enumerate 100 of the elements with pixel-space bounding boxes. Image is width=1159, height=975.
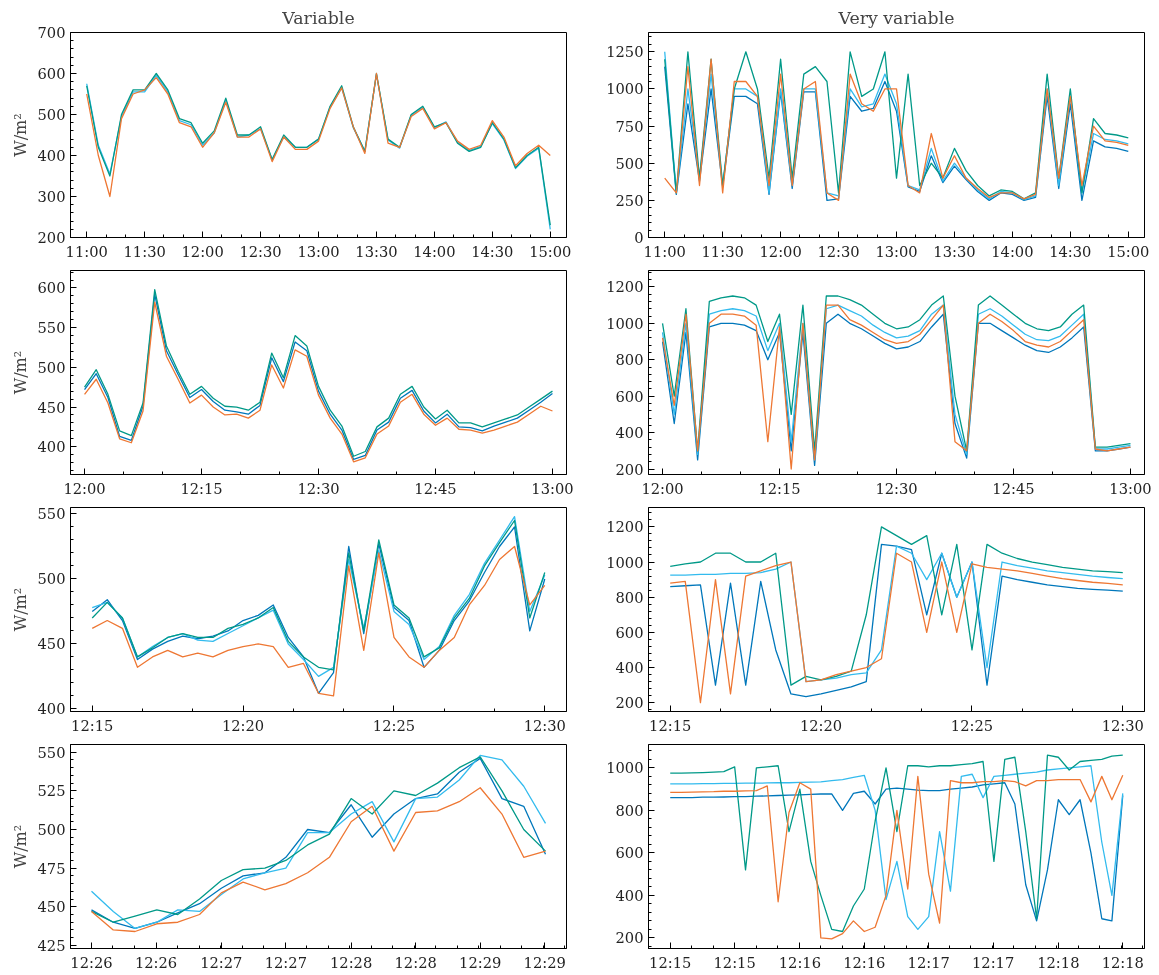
y-tick-label: 400 — [37, 438, 66, 456]
y-tick-label: 750 — [615, 117, 644, 135]
y-tick-label: 500 — [37, 570, 66, 588]
x-tick-label: 12:29 — [459, 953, 502, 971]
x-tick-label: 12:30 — [239, 242, 282, 260]
x-tick-label: 11:30 — [123, 242, 166, 260]
x-tick-label: 13:00 — [531, 479, 574, 497]
x-tick-label: 12:30 — [523, 716, 566, 734]
y-tick-label: 600 — [615, 844, 644, 862]
x-tick-label: 12:25 — [950, 716, 994, 734]
y-tick-label: 800 — [615, 801, 644, 819]
y-tick-label: 400 — [37, 700, 66, 718]
x-tick-label: 13:30 — [933, 242, 976, 260]
x-tick-label: 12:20 — [799, 716, 843, 734]
y-tick-label: 200 — [37, 229, 66, 246]
x-tick-label: 12:27 — [200, 953, 243, 971]
y-tick-label: 700 — [37, 24, 66, 41]
x-tick-label: 12:00 — [641, 479, 684, 497]
y-axis-title: W/m² — [10, 824, 30, 869]
y-tick-label: 600 — [615, 387, 644, 405]
y-tick-label: 550 — [37, 743, 66, 761]
x-tick-label: 12:18 — [1037, 953, 1080, 971]
chart-title: Variable — [281, 7, 355, 28]
y-tick-label: 550 — [37, 319, 66, 337]
y-tick-label: 400 — [615, 659, 644, 677]
y-tick-label: 1000 — [606, 553, 644, 571]
y-tick-label: 250 — [615, 191, 644, 209]
y-tick-label: 300 — [37, 188, 66, 205]
y-tick-label: 450 — [37, 635, 66, 653]
y-tick-label: 550 — [37, 505, 66, 523]
x-tick-label: 12:00 — [181, 242, 224, 260]
y-tick-label: 525 — [37, 782, 66, 800]
y-tick-label: 0 — [634, 229, 644, 246]
y-tick-label: 800 — [615, 351, 644, 369]
y-tick-label: 450 — [37, 898, 66, 916]
x-tick-label: 12:28 — [394, 953, 437, 971]
x-tick-label: 12:30 — [297, 479, 340, 497]
y-tick-label: 600 — [37, 279, 66, 297]
y-tick-label: 600 — [615, 623, 644, 641]
x-tick-label: 11:00 — [643, 242, 686, 260]
x-tick-label: 12:16 — [778, 953, 821, 971]
y-tick-label: 400 — [615, 424, 644, 442]
x-tick-label: 12:15 — [713, 953, 756, 971]
x-tick-label: 12:15 — [71, 716, 114, 734]
y-tick-label: 200 — [615, 694, 644, 712]
x-tick-label: 12:00 — [63, 479, 106, 497]
x-tick-label: 12:17 — [907, 953, 950, 971]
y-tick-label: 1200 — [606, 518, 644, 536]
y-tick-label: 475 — [37, 859, 66, 877]
x-tick-label: 12:30 — [1101, 716, 1144, 734]
x-tick-label: 14:30 — [471, 242, 514, 260]
x-tick-label: 12:20 — [221, 716, 265, 734]
y-tick-label: 400 — [37, 147, 66, 164]
y-tick-label: 1000 — [606, 80, 644, 98]
x-tick-label: 12:18 — [1101, 953, 1144, 971]
x-tick-label: 12:45 — [414, 479, 457, 497]
y-tick-label: 500 — [37, 821, 66, 838]
x-tick-label: 12:00 — [759, 242, 802, 260]
x-tick-label: 12:15 — [180, 479, 223, 497]
y-tick-label: 500 — [37, 358, 66, 376]
x-tick-label: 12:26 — [134, 953, 178, 971]
y-tick-label: 425 — [37, 936, 66, 954]
x-tick-label: 12:25 — [372, 716, 416, 734]
x-tick-label: 14:00 — [991, 242, 1034, 260]
y-tick-label: 1000 — [606, 314, 644, 332]
x-tick-label: 13:00 — [1109, 479, 1152, 497]
x-tick-label: 13:00 — [875, 242, 918, 260]
x-tick-label: 12:45 — [992, 479, 1035, 497]
x-tick-label: 12:30 — [875, 479, 918, 497]
x-tick-label: 12:17 — [972, 953, 1015, 971]
x-tick-label: 12:16 — [843, 953, 886, 971]
x-tick-label: 13:00 — [297, 242, 340, 260]
y-tick-label: 800 — [615, 588, 644, 606]
x-tick-label: 15:00 — [1107, 242, 1150, 260]
y-tick-label: 1200 — [606, 278, 644, 296]
x-tick-label: 11:00 — [65, 242, 108, 260]
x-tick-label: 14:30 — [1049, 242, 1092, 260]
y-tick-label: 1000 — [606, 759, 644, 777]
y-tick-label: 200 — [615, 929, 644, 947]
x-tick-label: 12:30 — [817, 242, 860, 260]
y-tick-label: 200 — [615, 460, 644, 478]
y-tick-label: 450 — [37, 398, 66, 416]
x-tick-label: 12:15 — [758, 479, 801, 497]
y-axis-title: W/m² — [10, 350, 30, 395]
x-tick-label: 12:28 — [330, 953, 373, 971]
x-tick-label: 15:00 — [529, 242, 572, 260]
y-axis-title: W/m² — [10, 587, 30, 632]
y-axis-title: W/m² — [10, 113, 30, 157]
x-tick-label: 14:00 — [413, 242, 456, 260]
y-tick-label: 400 — [615, 886, 644, 904]
x-tick-label: 12:15 — [649, 716, 692, 734]
x-tick-label: 12:27 — [264, 953, 307, 971]
x-tick-label: 13:30 — [355, 242, 398, 260]
y-tick-label: 1250 — [606, 43, 644, 61]
y-tick-label: 500 — [37, 106, 66, 123]
y-tick-label: 600 — [37, 65, 66, 82]
x-tick-label: 11:30 — [701, 242, 744, 260]
chart-title: Very variable — [837, 7, 955, 28]
x-tick-label: 12:26 — [70, 953, 113, 971]
x-tick-label: 12:29 — [523, 953, 566, 971]
